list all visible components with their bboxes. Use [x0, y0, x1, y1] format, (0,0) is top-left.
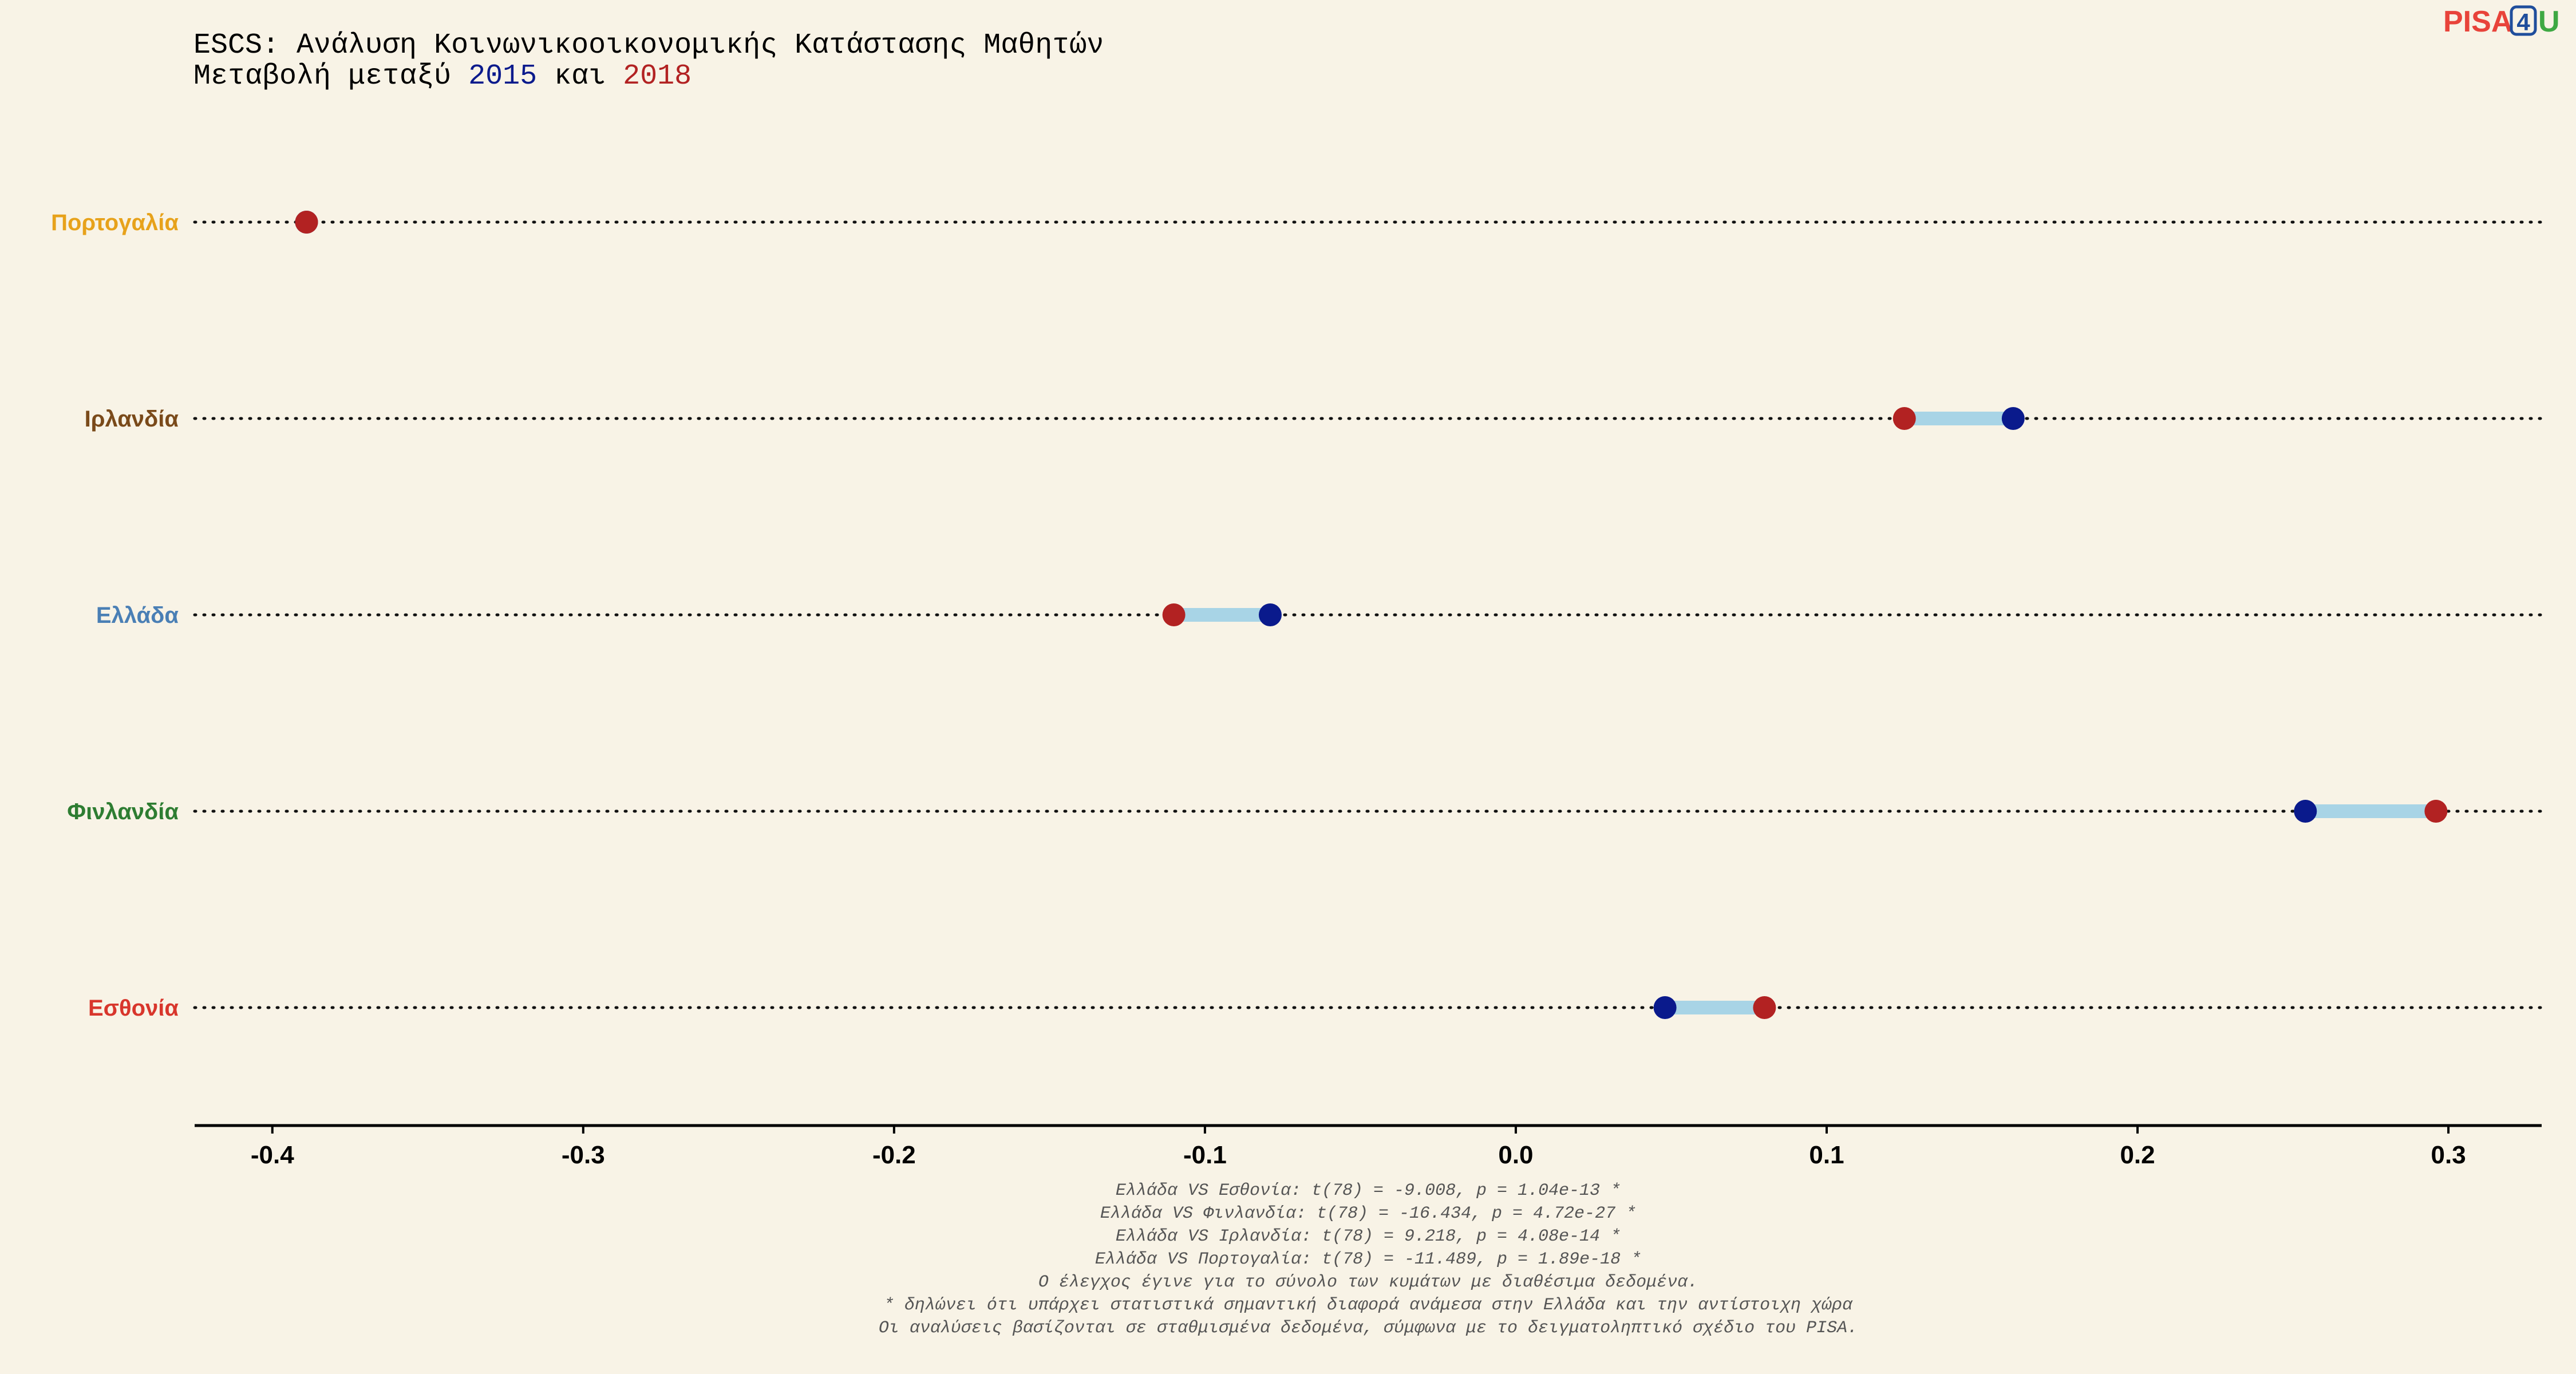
point-2018 [1893, 407, 1916, 430]
caption-line: Ελλάδα VS Ιρλανδία: t(78) = 9.218, p = 4… [1116, 1227, 1621, 1246]
country-row: Πορτογαλία [51, 210, 2543, 235]
x-tick-label: 0.3 [2431, 1141, 2466, 1169]
country-row: Ελλάδα [96, 603, 2543, 628]
point-2018 [2424, 800, 2448, 823]
caption-line: * δηλώνει ότι υπάρχει στατιστικά σημαντι… [884, 1296, 1853, 1315]
logo-text-u: U [2538, 5, 2560, 38]
subtitle-prefix: Μεταβολή μεταξύ [193, 60, 468, 93]
x-axis: -0.4 -0.3 -0.2 -0.1 0.0 0.1 0.2 0.3 [195, 1124, 2542, 1169]
x-tick-label: -0.3 [562, 1141, 605, 1169]
caption-line: Ελλάδα VS Φινλανδία: t(78) = -16.434, p … [1100, 1204, 1636, 1223]
caption-line: Ελλάδα VS Πορτογαλία: t(78) = -11.489, p… [1095, 1250, 1641, 1269]
caption-line: Οι αναλύσεις βασίζονται σε σταθμισμένα δ… [879, 1318, 1858, 1338]
logo-text-4: 4 [2516, 9, 2530, 35]
point-2015 [2294, 800, 2317, 823]
x-tick-label: -0.1 [1183, 1141, 1227, 1169]
country-label: Πορτογαλία [51, 210, 179, 235]
country-row: Εσθονία [88, 996, 2543, 1021]
subtitle-mid: και [537, 60, 623, 93]
chart-title: ESCS: Ανάλυση Κοινωνικοοικονομικής Κατάσ… [193, 29, 1104, 62]
point-2015 [1258, 603, 1282, 626]
point-2018 [295, 211, 318, 234]
pisa4u-logo: PISA 4 U [2443, 5, 2560, 38]
x-tick-label: 0.0 [1498, 1141, 1533, 1169]
logo-box-icon [2510, 5, 2537, 36]
caption-line: Ελλάδα VS Εσθονία: t(78) = -9.008, p = 1… [1116, 1181, 1621, 1201]
subtitle-year-2015: 2015 [468, 60, 537, 93]
logo-text-pisa: PISA [2443, 5, 2512, 38]
country-label: Ιρλανδία [85, 406, 179, 432]
x-tick-label: 0.2 [2120, 1141, 2155, 1169]
point-2018 [1753, 996, 1776, 1019]
x-tick-label: -0.4 [251, 1141, 294, 1169]
x-tick-label: 0.1 [1809, 1141, 1844, 1169]
chart-caption: Ελλάδα VS Εσθονία: t(78) = -9.008, p = 1… [879, 1181, 1858, 1338]
country-label: Ελλάδα [96, 603, 179, 628]
point-2015 [1653, 996, 1677, 1019]
chart-subtitle: Μεταβολή μεταξύ 2015 και 2018 [193, 60, 692, 93]
country-label: Φινλανδία [67, 799, 179, 824]
point-2018 [1162, 603, 1186, 626]
x-tick-label: -0.2 [872, 1141, 916, 1169]
caption-line: Ο έλεγχος έγινε για το σύνολο των κυμάτω… [1038, 1273, 1698, 1292]
country-row: Ιρλανδία [85, 406, 2543, 432]
country-label: Εσθονία [88, 996, 179, 1021]
point-2015 [2001, 407, 2025, 430]
country-row: Φινλανδία [67, 799, 2543, 824]
country-rows: Πορτογαλία Ιρλανδία Ελλάδα Φινλανδία Εσθονία [51, 210, 2543, 1021]
subtitle-year-2018: 2018 [623, 60, 692, 93]
